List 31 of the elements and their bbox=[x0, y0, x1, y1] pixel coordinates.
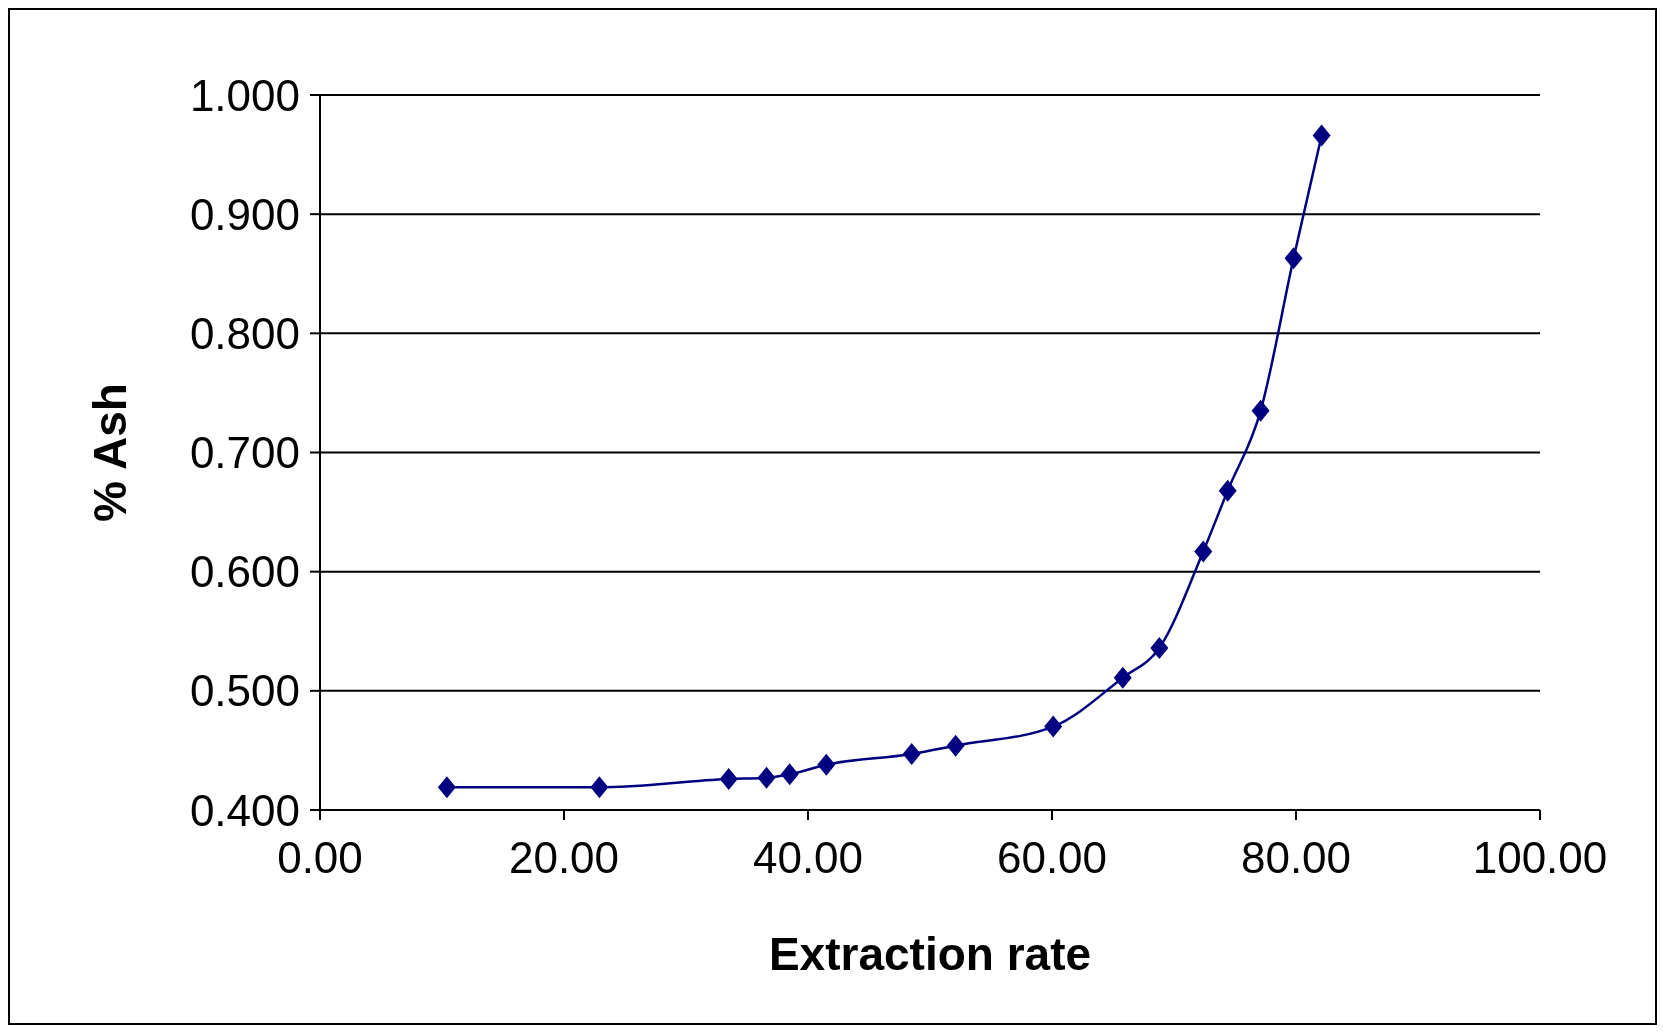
x-tick-label: 100.00 bbox=[1472, 833, 1608, 883]
point bbox=[902, 742, 921, 765]
point bbox=[1251, 399, 1270, 422]
point bbox=[817, 753, 836, 776]
x-axis-title: Extraction rate bbox=[768, 928, 1092, 980]
x-tick-label: 0.00 bbox=[277, 833, 363, 883]
point bbox=[719, 768, 738, 791]
y-tick-label: 0.600 bbox=[189, 547, 300, 597]
point bbox=[437, 776, 456, 799]
point bbox=[1218, 479, 1237, 502]
x-tick-label: 40.00 bbox=[752, 833, 864, 883]
y-axis-title: % Ash bbox=[84, 383, 137, 522]
x-tick-label: 20.00 bbox=[508, 833, 620, 883]
point bbox=[1150, 636, 1169, 659]
y-tick-label: 0.900 bbox=[189, 189, 300, 239]
point bbox=[1284, 247, 1303, 270]
point bbox=[1194, 540, 1213, 563]
point bbox=[1044, 715, 1063, 738]
y-tick-label: 0.700 bbox=[189, 428, 300, 478]
point bbox=[590, 776, 609, 799]
y-tick-label: 0.500 bbox=[189, 666, 300, 716]
x-tick-label: 80.00 bbox=[1240, 833, 1352, 883]
x-tick-label: 60.00 bbox=[996, 833, 1108, 883]
y-tick-label: 0.400 bbox=[189, 785, 300, 835]
y-tick-label: 1.000 bbox=[189, 70, 300, 120]
y-tick-label: 0.800 bbox=[189, 308, 300, 358]
point bbox=[1113, 666, 1132, 689]
point bbox=[1312, 124, 1331, 147]
point bbox=[946, 734, 965, 757]
point bbox=[757, 766, 776, 789]
point bbox=[780, 763, 799, 786]
